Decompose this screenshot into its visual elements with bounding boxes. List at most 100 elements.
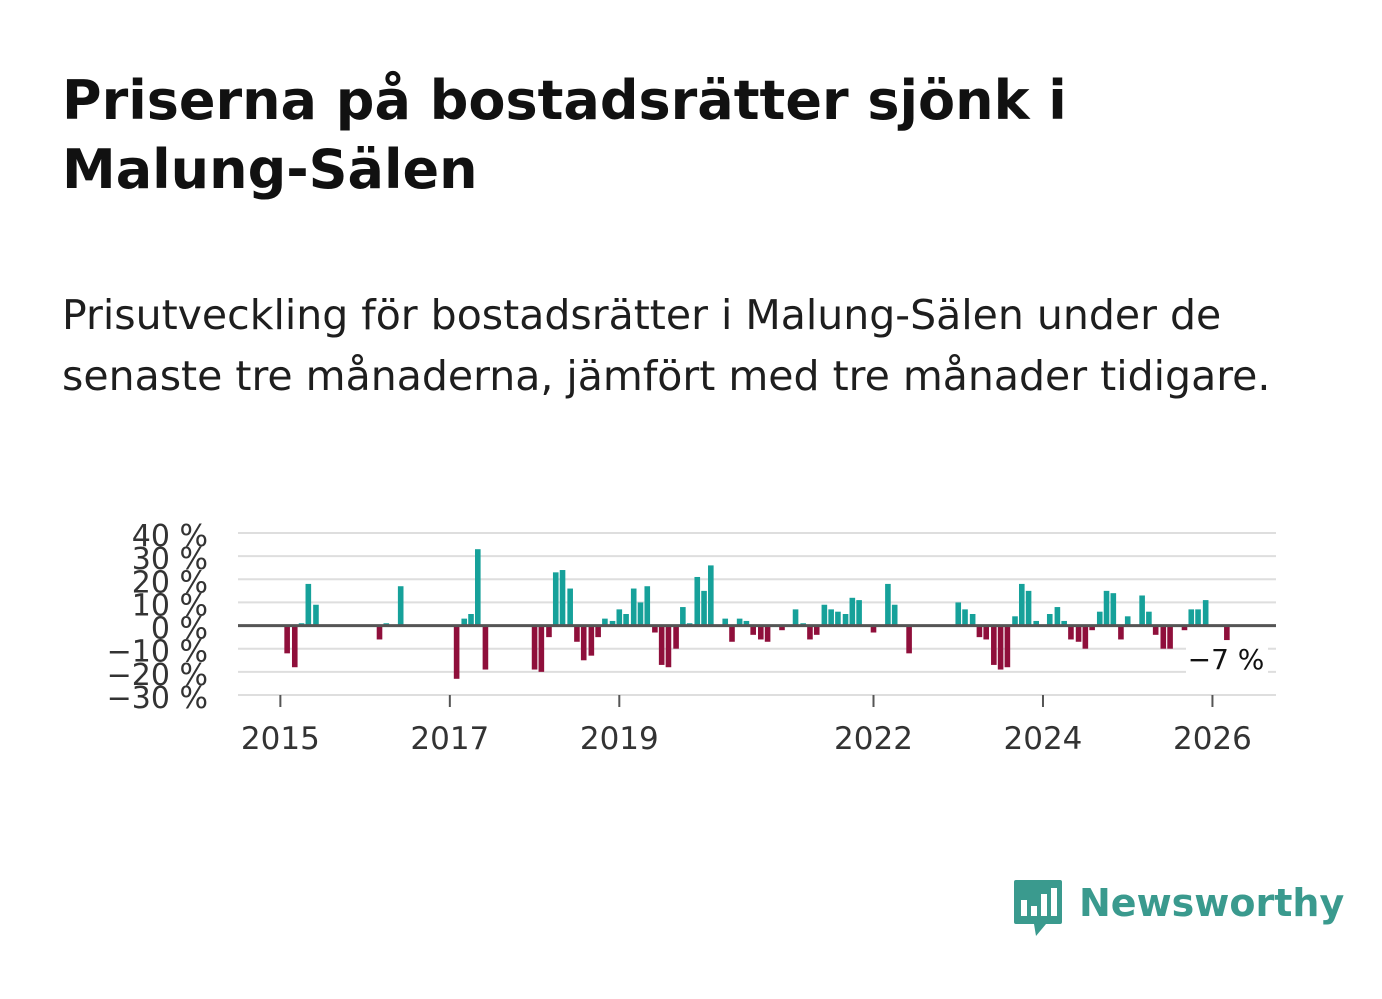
bar [468, 614, 474, 626]
bar [1124, 616, 1131, 626]
bar [743, 620, 750, 626]
bar [1046, 614, 1053, 626]
bar [750, 625, 756, 635]
value-label-bg [1186, 640, 1268, 679]
bar [602, 618, 608, 626]
bar [623, 614, 629, 626]
bar [1103, 590, 1110, 626]
bar [567, 588, 573, 626]
x-tick-label: 2024 [1004, 721, 1083, 757]
labels: 40 %30 %20 %10 %0 %−10 %−20 %−30 % 2015 20… [107, 519, 1268, 757]
bar [580, 625, 587, 661]
bar [821, 604, 828, 626]
bar [976, 625, 983, 638]
x-tick-label: 2026 [1173, 721, 1252, 757]
bar [1068, 625, 1074, 640]
bar [1075, 625, 1082, 642]
bar [461, 618, 468, 626]
bar [305, 583, 312, 626]
bar [870, 625, 877, 633]
bar [531, 625, 538, 670]
bar [588, 625, 595, 656]
bar [559, 570, 566, 626]
bar [758, 625, 764, 640]
bar [397, 586, 404, 626]
bar [997, 625, 1004, 670]
gridlines [238, 532, 1276, 696]
x-tick-label: 2019 [580, 721, 659, 757]
x-tick-label: 2017 [410, 721, 489, 757]
bar [665, 625, 672, 668]
bar [1160, 625, 1167, 649]
bar [891, 604, 898, 626]
bar [616, 609, 623, 626]
bar [708, 565, 714, 626]
bar [792, 609, 799, 626]
bar [849, 597, 856, 626]
bar [1224, 625, 1230, 642]
bar [637, 602, 644, 626]
y-tick-label: 40 % [132, 519, 208, 554]
bar [1118, 625, 1124, 640]
bar [828, 609, 834, 626]
bar [955, 602, 962, 626]
bar [1033, 620, 1040, 626]
bar [779, 625, 785, 631]
bar [284, 625, 290, 654]
bar [969, 614, 976, 626]
bar [1054, 607, 1061, 626]
bar [658, 625, 665, 665]
y-tick-label: 30 % [132, 542, 208, 577]
bar [1181, 625, 1188, 631]
bar [1139, 595, 1145, 626]
bar [1110, 593, 1117, 626]
bar [1188, 609, 1195, 626]
bar [453, 625, 460, 679]
bar [609, 620, 616, 626]
bar [885, 583, 891, 626]
bar [835, 611, 841, 626]
bar [722, 618, 729, 626]
bar [1202, 600, 1209, 626]
bar [1061, 620, 1067, 626]
bar [1152, 625, 1159, 635]
newsworthy-logo-icon [1014, 880, 1062, 936]
bar [729, 625, 735, 642]
bar [376, 625, 383, 640]
bar [291, 625, 298, 668]
bar [1096, 611, 1103, 626]
bar [736, 618, 743, 626]
bar [1195, 609, 1201, 626]
y-tick-label: −20 % [107, 658, 208, 693]
chart-subtitle: Prisutveckling för bostadsrätter i Malun… [62, 291, 1271, 400]
bar [552, 572, 559, 626]
bar [652, 625, 658, 633]
bar [1025, 590, 1032, 626]
bar-chart: 40 %30 %20 %10 %0 %−10 %−20 %−30 % 2015 20… [107, 519, 1276, 757]
bar [1082, 625, 1089, 649]
bar [482, 625, 489, 670]
y-tick-label: 20 % [132, 565, 208, 600]
chart-title: Priserna på bostadsrätter sjönk i Malung… [62, 69, 1067, 201]
bar [538, 625, 545, 672]
bar [644, 586, 651, 626]
y-tick-label: −10 % [107, 635, 208, 670]
axes [238, 624, 1276, 707]
bar [991, 625, 997, 665]
bar [1004, 625, 1011, 668]
bar [906, 625, 912, 654]
bar [574, 625, 580, 642]
x-tick-label: 2015 [241, 721, 320, 757]
bar [474, 549, 481, 626]
bar [962, 609, 968, 626]
bar [694, 576, 701, 626]
bar [983, 625, 990, 640]
bar [701, 590, 707, 626]
bar [680, 607, 686, 626]
y-tick-label: −30 % [107, 681, 208, 716]
y-tick-label: 10 % [132, 588, 208, 623]
brand-name: Newsworthy [1079, 881, 1345, 925]
bar [313, 604, 319, 626]
bar [813, 625, 820, 635]
bar [764, 625, 771, 642]
